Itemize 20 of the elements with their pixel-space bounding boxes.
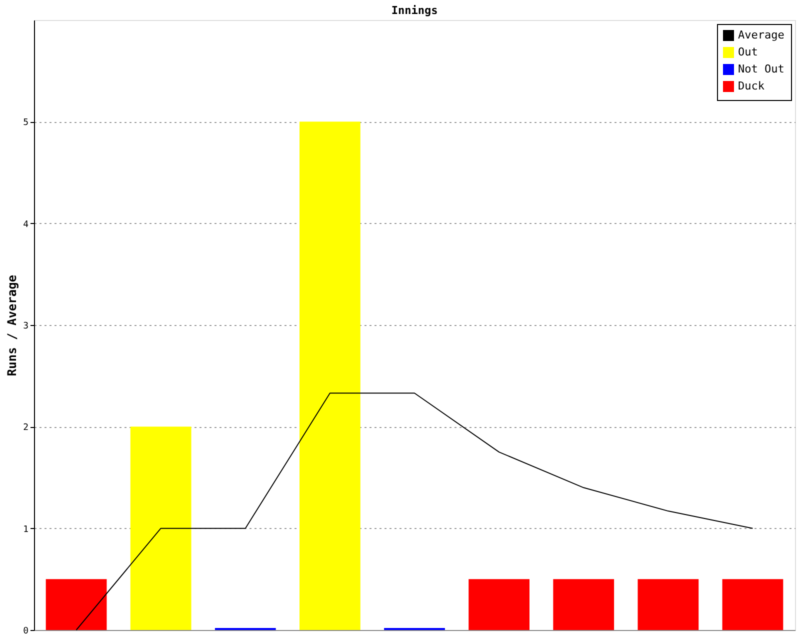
bar <box>46 579 107 630</box>
legend-label: Average <box>738 28 784 42</box>
bar <box>300 122 360 630</box>
y-tick-label: 5 <box>23 118 28 128</box>
line-series <box>76 392 754 630</box>
bar <box>553 579 614 630</box>
bar <box>130 426 192 630</box>
legend-label: Duck <box>738 80 765 92</box>
bar <box>468 579 530 630</box>
y-tick-label: 1 <box>23 524 28 535</box>
bar <box>722 579 784 630</box>
y-tick-label: 4 <box>23 220 28 230</box>
bar <box>638 579 699 630</box>
y-tick-label: 2 <box>23 423 28 434</box>
y-tick-label: 0 <box>23 626 28 636</box>
legend-label: Out <box>738 46 758 58</box>
chart-title: Innings <box>391 4 438 17</box>
legend-label: Not Out <box>738 62 784 76</box>
y-axis-title: Runs / Average <box>5 274 20 376</box>
y-tick-label: 3 <box>23 322 28 332</box>
